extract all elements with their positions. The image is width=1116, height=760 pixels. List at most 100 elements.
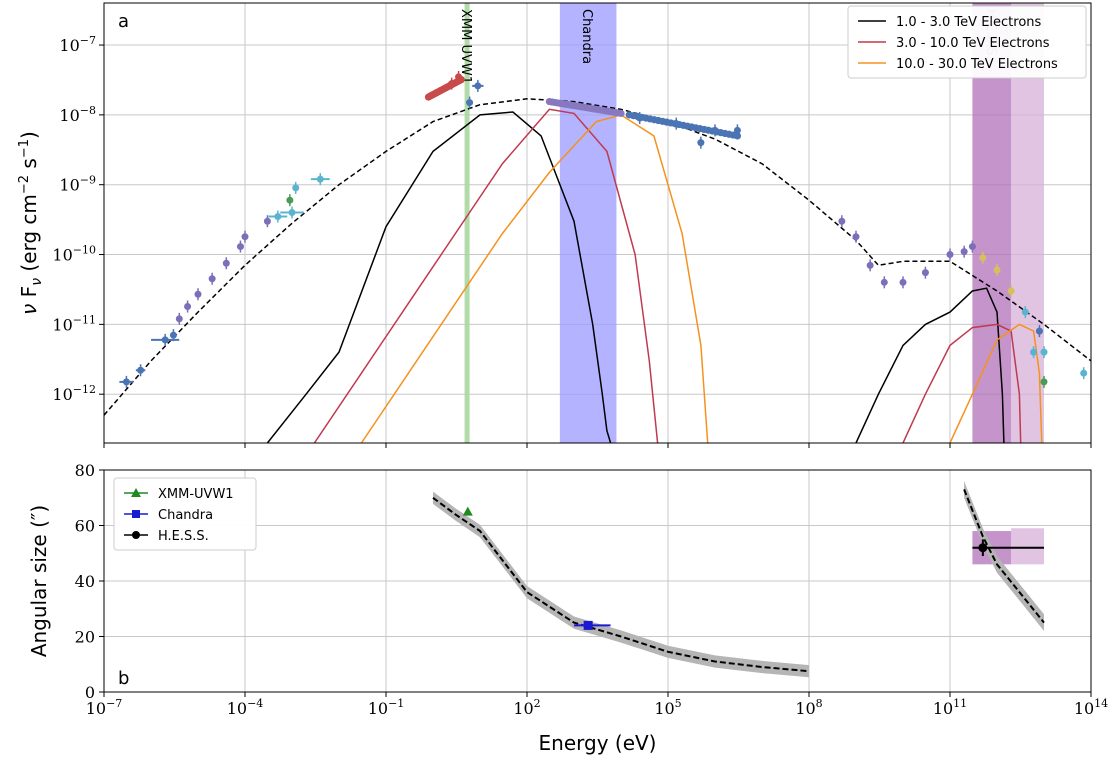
y-tick-label-a: 10−11 [52, 313, 96, 334]
band-label: Chandra [579, 9, 594, 64]
tick-exponent: −4 [247, 697, 263, 710]
y-title-unit-close: ) [17, 131, 41, 139]
data-point [1035, 327, 1043, 335]
data-point [636, 114, 644, 122]
x-tick-label: 1011 [933, 697, 967, 718]
tick-base: 10 [368, 699, 388, 718]
y-tick-label-a: 10−10 [52, 244, 96, 265]
legend-triangle [131, 488, 141, 497]
tick-base: 10 [52, 385, 72, 404]
tick-exponent: −7 [106, 697, 122, 710]
y-title-unit-mid: s [17, 158, 41, 175]
data-point [711, 126, 719, 134]
panel-b-letter: b [118, 668, 129, 689]
data-point [1030, 348, 1038, 356]
data-point [1080, 369, 1088, 377]
data-point [122, 378, 130, 386]
tick-exponent: −1 [388, 697, 404, 710]
legend-instruments: XMM-UVW1 Chandra H.E.S.S. [113, 477, 257, 551]
data-point [979, 254, 987, 262]
x-tick-label: 108 [795, 697, 822, 718]
y-tick-label-b: 0 [85, 683, 95, 702]
data-point [194, 290, 202, 298]
tick-base: 10 [227, 699, 247, 718]
energy-band [464, 3, 470, 443]
data-series [104, 98, 1091, 443]
y-tick-label-a: 10−8 [59, 104, 96, 125]
legend-box [113, 477, 257, 551]
y-tick-label-b: 80 [75, 461, 95, 480]
tick-base: 10 [59, 36, 79, 55]
tick-exponent: −12 [73, 383, 96, 396]
legend-circle [132, 531, 140, 539]
panel-a-letter: a [118, 11, 129, 32]
marker-square [583, 620, 593, 630]
legend-label: 1.0 - 3.0 TeV Electrons [896, 15, 1042, 30]
legend-square [132, 510, 140, 518]
x-tick-label: 10−7 [86, 697, 123, 718]
tick-exponent: 5 [675, 697, 682, 710]
panel-a-frame [103, 2, 1092, 444]
data-point [137, 366, 145, 374]
y-tick-label-b: 60 [75, 517, 95, 536]
x-tick-label: 105 [654, 697, 681, 718]
legend-label: XMM-UVW1 [158, 487, 234, 502]
y-title-f: F [17, 286, 41, 304]
data-point [236, 243, 244, 251]
data-point [946, 251, 954, 259]
legend-box [847, 5, 1087, 79]
tick-base: 10 [795, 699, 815, 718]
data-point [1040, 348, 1048, 356]
x-tick-label: 102 [513, 697, 540, 718]
data-point [448, 80, 456, 88]
tick-exponent: 8 [816, 697, 823, 710]
data-points [119, 70, 1088, 388]
data-point [208, 275, 216, 283]
x-axis-title: Energy (eV) [539, 731, 657, 755]
y-tick-label-a: 10−9 [59, 174, 96, 195]
hess-size-band [1011, 528, 1044, 565]
legend-label: Chandra [158, 508, 213, 523]
legend-label: H.E.S.S. [158, 529, 209, 544]
size-uncertainty-band [433, 491, 809, 678]
electron-spectrum-curve [949, 323, 1043, 443]
data-point [288, 208, 296, 216]
axis-ticks: 10−7 10−4 10−1 102 105 108 1011 101410−1210−111… [52, 34, 1108, 718]
tick-exponent: −10 [73, 244, 96, 257]
tick-exponent: −8 [80, 104, 96, 117]
electron-spectrum-curve [855, 287, 1005, 443]
tick-exponent: 11 [953, 697, 967, 710]
data-point [292, 184, 300, 192]
y-tick-label-b: 40 [75, 572, 95, 591]
data-point [263, 217, 271, 225]
data-point [161, 336, 169, 344]
y-tick-label-a: 10−12 [52, 383, 96, 404]
data-point [968, 243, 976, 251]
data-point [286, 196, 294, 204]
data-point [316, 175, 324, 183]
data-point [852, 233, 860, 241]
electron-spectrum-curve [360, 114, 709, 443]
tick-base: 10 [933, 699, 953, 718]
tick-exponent: 2 [534, 697, 541, 710]
y-tick-label-a: 10−7 [59, 34, 96, 55]
x-tick-label: 10−1 [368, 697, 405, 718]
band-label: XMM UVW1 [458, 9, 473, 84]
marker-circle [978, 543, 988, 553]
data-point [697, 139, 705, 147]
data-cluster-point [617, 109, 625, 117]
legend-label: 3.0 - 10.0 TeV Electrons [896, 36, 1050, 51]
y-title-nu: ν [17, 304, 41, 315]
size-model-curve [963, 489, 1045, 624]
total-model-curve [104, 98, 1091, 416]
data-point [838, 217, 846, 225]
y-title-exp1: −2 [17, 175, 32, 194]
data-point [222, 259, 230, 267]
legend-electrons: 1.0 - 3.0 TeV Electrons 3.0 - 10.0 TeV El… [847, 5, 1087, 79]
data-point [175, 315, 183, 323]
data-point [960, 248, 968, 256]
tick-base: 10 [654, 699, 674, 718]
size-uncertainty-band [964, 481, 1044, 631]
data-point [466, 99, 474, 107]
